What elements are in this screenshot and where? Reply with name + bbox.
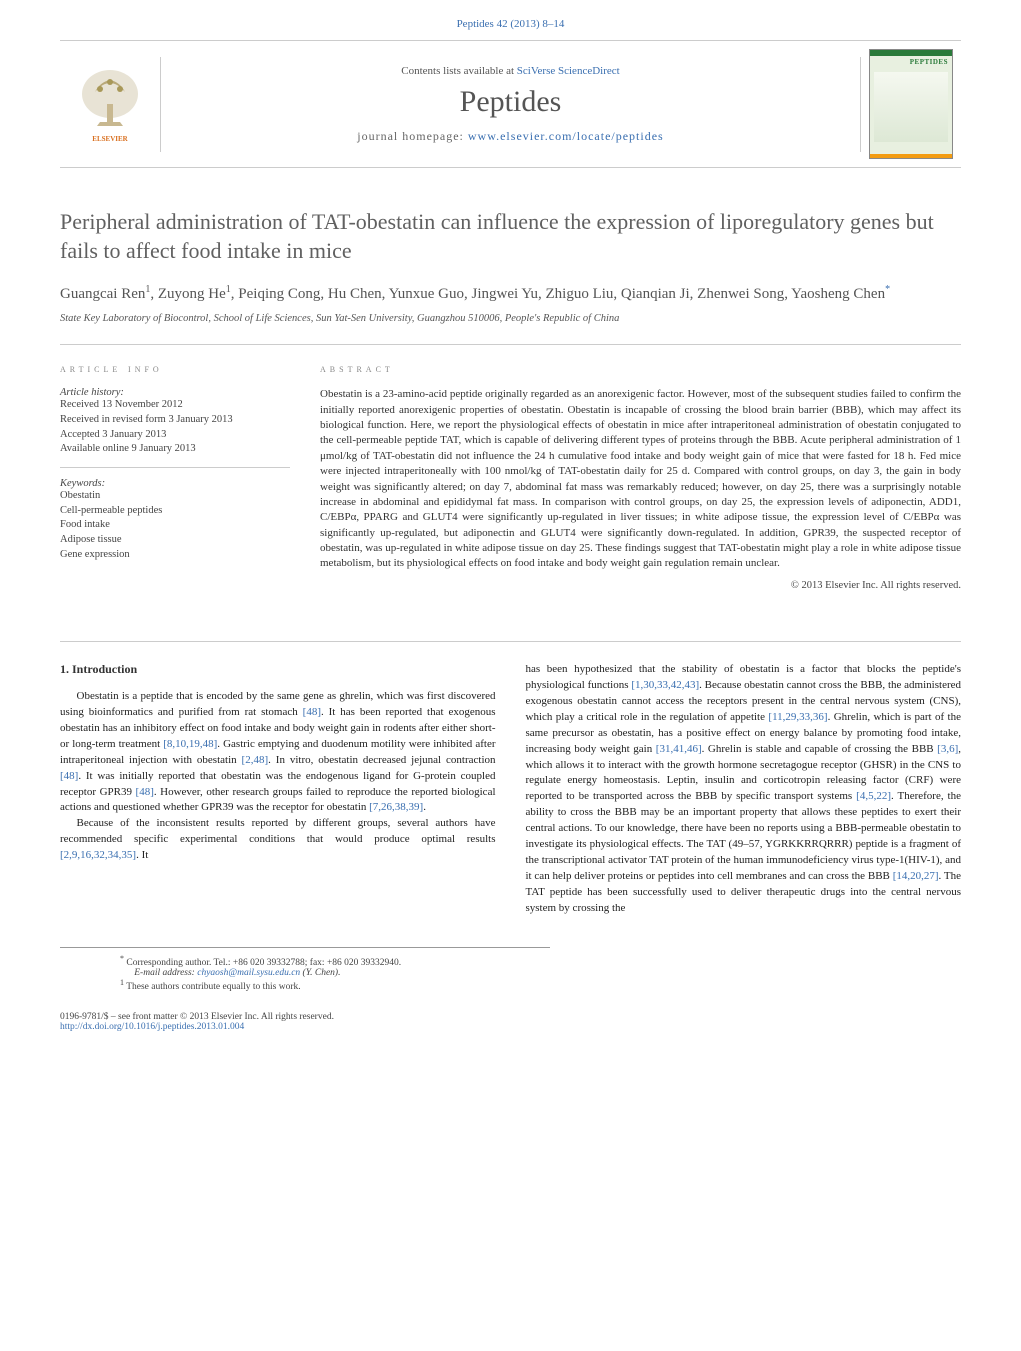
front-matter-line: 0196-9781/$ – see front matter © 2013 El… — [60, 1012, 961, 1022]
body-paragraph: Obestatin is a peptide that is encoded b… — [60, 689, 496, 817]
cover-thumbnail-cell: PEPTIDES — [861, 41, 961, 167]
intro-heading: 1. Introduction — [60, 662, 496, 677]
homepage-line: journal homepage: www.elsevier.com/locat… — [161, 129, 860, 144]
abstract-text: Obestatin is a 23-amino-acid peptide ori… — [320, 387, 961, 572]
history-text: Received 13 November 2012 Received in re… — [60, 398, 290, 457]
article-title: Peripheral administration of TAT-obestat… — [60, 208, 961, 265]
ref-link[interactable]: [3,6] — [937, 743, 958, 755]
body-paragraph: Because of the inconsistent results repo… — [60, 816, 496, 864]
article-info-heading: article info — [60, 363, 290, 375]
masthead-center: Contents lists available at SciVerse Sci… — [160, 57, 861, 152]
body-column-left: 1. Introduction Obestatin is a peptide t… — [60, 662, 496, 917]
elsevier-tree-logo: ELSEVIER — [75, 64, 145, 144]
corresponding-mark[interactable]: * — [885, 284, 890, 295]
ref-link[interactable]: [31,41,46] — [656, 743, 702, 755]
authors-list: Guangcai Ren1, Zuyong He1, Peiqing Cong,… — [60, 283, 961, 305]
body-columns: 1. Introduction Obestatin is a peptide t… — [60, 641, 961, 937]
ref-link[interactable]: [2,9,16,32,34,35] — [60, 849, 136, 861]
body-column-right: has been hypothesized that the stability… — [526, 662, 962, 917]
homepage-link[interactable]: www.elsevier.com/locate/peptides — [468, 129, 664, 143]
keywords-block: Keywords: Obestatin Cell-permeable pepti… — [60, 478, 290, 572]
email-link[interactable]: chyaosh@mail.sysu.edu.cn — [197, 968, 300, 978]
body-paragraph: has been hypothesized that the stability… — [526, 662, 962, 917]
email-footnote: E-mail address: chyaosh@mail.sysu.edu.cn… — [120, 968, 490, 978]
corresponding-footnote: * Corresponding author. Tel.: +86 020 39… — [120, 954, 490, 968]
ref-link[interactable]: [8,10,19,48] — [163, 738, 217, 750]
ref-link[interactable]: [48] — [60, 770, 78, 782]
ref-link[interactable]: [14,20,27] — [893, 870, 939, 882]
article-info-column: article info Article history: Received 1… — [60, 363, 290, 591]
abstract-heading: abstract — [320, 363, 961, 375]
ref-link[interactable]: [4,5,22] — [856, 790, 891, 802]
article-header: Peripheral administration of TAT-obestat… — [0, 168, 1021, 641]
ref-link[interactable]: [7,26,38,39] — [369, 801, 423, 813]
abstract-copyright: © 2013 Elsevier Inc. All rights reserved… — [320, 580, 961, 591]
keywords-text: Obestatin Cell-permeable peptides Food i… — [60, 489, 290, 562]
copyright-footer: 0196-9781/$ – see front matter © 2013 El… — [0, 1002, 1021, 1062]
ref-link[interactable]: [2,48] — [242, 754, 269, 766]
journal-title: Peptides — [161, 85, 860, 119]
journal-cover-thumbnail[interactable]: PEPTIDES — [869, 49, 953, 159]
ref-link[interactable]: [11,29,33,36] — [768, 711, 827, 723]
masthead: ELSEVIER Contents lists available at Sci… — [60, 40, 961, 168]
contribution-footnote: 1 These authors contribute equally to th… — [120, 978, 490, 992]
affiliation: State Key Laboratory of Biocontrol, Scho… — [60, 313, 961, 324]
publisher-logo-cell: ELSEVIER — [60, 54, 160, 154]
info-abstract-row: article info Article history: Received 1… — [60, 344, 961, 591]
svg-text:ELSEVIER: ELSEVIER — [92, 135, 128, 143]
article-history-block: Article history: Received 13 November 20… — [60, 387, 290, 468]
footnote-marker: 1 — [120, 978, 124, 987]
keywords-label: Keywords: — [60, 478, 290, 489]
header-citation: Peptides 42 (2013) 8–14 — [0, 0, 1021, 40]
asterisk-icon: * — [120, 954, 124, 963]
doi-link[interactable]: http://dx.doi.org/10.1016/j.peptides.201… — [60, 1022, 244, 1032]
abstract-column: abstract Obestatin is a 23-amino-acid pe… — [320, 363, 961, 591]
ref-link[interactable]: [48] — [303, 706, 321, 718]
sciencedirect-link[interactable]: SciVerse ScienceDirect — [517, 65, 620, 77]
history-label: Article history: — [60, 387, 290, 398]
ref-link[interactable]: [48] — [136, 786, 154, 798]
footnotes: * Corresponding author. Tel.: +86 020 39… — [60, 947, 550, 1002]
contents-line: Contents lists available at SciVerse Sci… — [161, 65, 860, 77]
citation-link[interactable]: Peptides 42 (2013) 8–14 — [457, 18, 565, 30]
ref-link[interactable]: [1,30,33,42,43] — [631, 679, 699, 691]
